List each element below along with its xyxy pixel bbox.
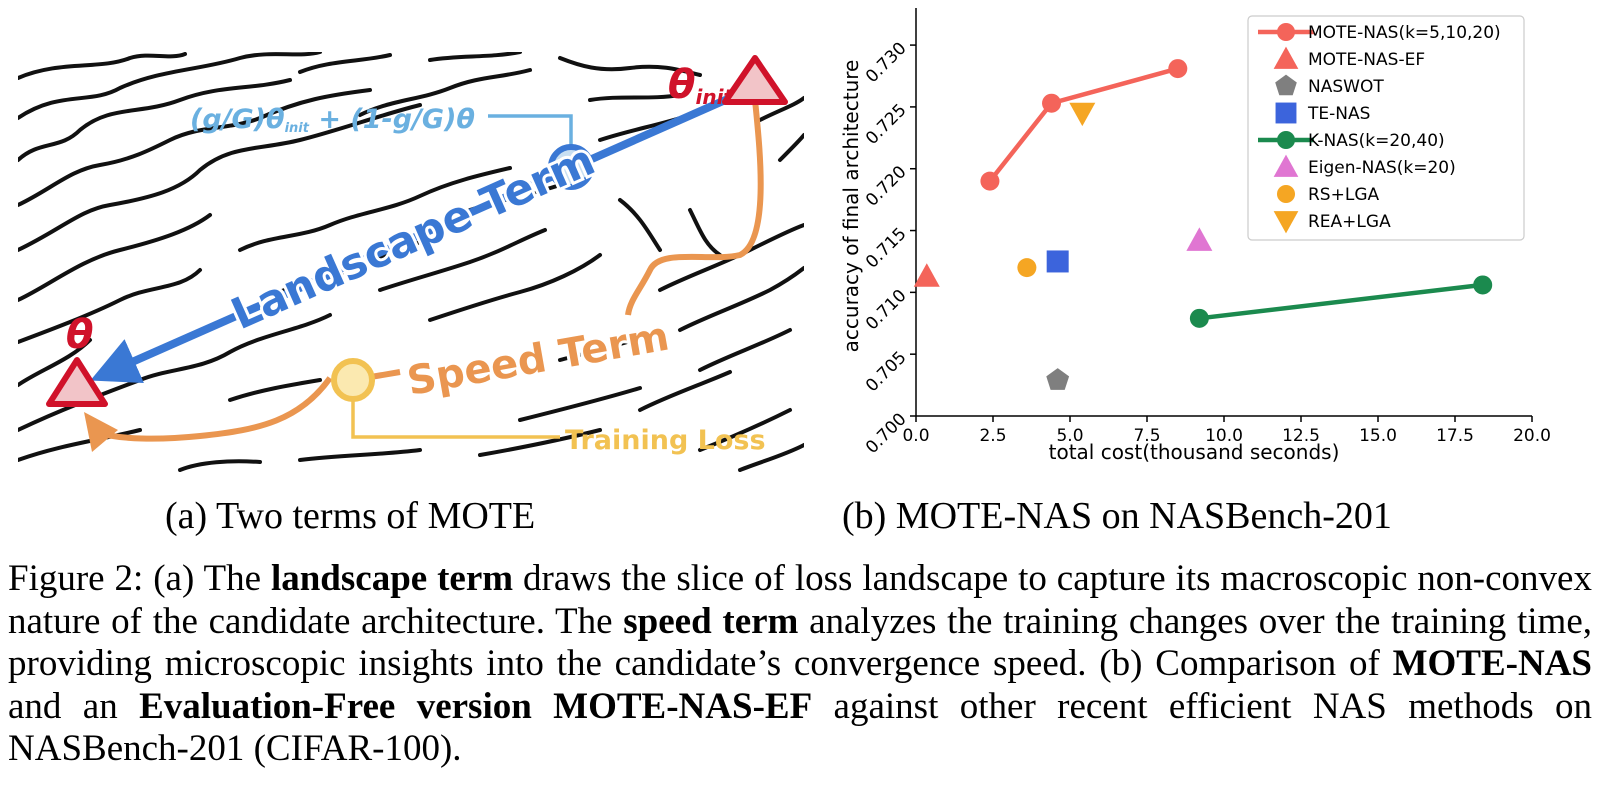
- figure-caption: Figure 2: (a) The landscape term draws t…: [8, 558, 1592, 769]
- theta-init-label: θinit: [668, 62, 734, 109]
- legend-label: MOTE-NAS-EF: [1308, 50, 1425, 70]
- x-tick-label: 12.5: [1282, 426, 1320, 446]
- training-loss-point-marker: [331, 358, 375, 402]
- data-point-k-nas-k-20-40: [1473, 275, 1493, 295]
- series-line-k-nas-k-20-40: [1199, 282, 1483, 321]
- loss-landscape-diagram: θ θinit (g/G)θinit + (1-g/G)θ Landscape …: [18, 52, 804, 472]
- legend-box: [1247, 15, 1525, 241]
- legend-label: K-NAS(k=20,40): [1308, 131, 1445, 151]
- legend-marker: [1273, 211, 1299, 234]
- x-axis-label: total cost(thousand seconds): [1049, 440, 1340, 464]
- data-point-naswot: [1046, 368, 1070, 390]
- scatter-chart: 0.0 2.5 5.0 7.5 10.0 12.5 15.0 17.5 20.00.7000.7…: [839, 8, 1551, 464]
- legend-label: TE-NAS: [1307, 104, 1370, 124]
- subcaption-a: (a) Two terms of MOTE: [165, 495, 536, 537]
- data-point-rea-lga: [1069, 102, 1096, 127]
- y-tick-label: 0.710: [862, 286, 911, 335]
- data-point-k-nas-k-20-40: [1189, 308, 1209, 328]
- legend-marker: [1275, 102, 1297, 124]
- legend-marker: [1275, 74, 1297, 96]
- data-point-eigen-nas-k-20: [1186, 227, 1213, 251]
- legend-label: RS+LGA: [1308, 185, 1379, 205]
- chart-legend: MOTE-NAS(k=5,10,20) MOTE-NAS-EF NASWOT TE-N…: [1247, 15, 1525, 241]
- x-tick-label: 20.0: [1513, 426, 1551, 446]
- legend-marker: [1276, 130, 1296, 150]
- legend-label: REA+LGA: [1308, 212, 1391, 232]
- landscape-arrow: [90, 86, 750, 384]
- panel-a-illustration: θ θinit (g/G)θinit + (1-g/G)θ Landscape …: [0, 0, 830, 500]
- y-tick-label: 0.715: [862, 224, 911, 273]
- interp-connector: [488, 114, 573, 150]
- y-axis-label: accuracy of final architecture: [839, 60, 863, 353]
- speed-path-upper: [625, 99, 764, 316]
- data-point-mote-nas-k-5-10-20: [1168, 59, 1188, 79]
- legend-marker: [1276, 184, 1296, 204]
- interp-point-marker: [548, 144, 594, 190]
- speed-path-lower: [94, 376, 333, 442]
- legend-marker: [1273, 154, 1299, 177]
- theta-init-marker: [722, 55, 788, 105]
- series-line-mote-nas-k-5-10-20: [988, 66, 1179, 183]
- data-point-rs-lga: [1017, 258, 1037, 278]
- x-tick-label: 10.0: [1205, 426, 1243, 446]
- data-point-mote-nas-k-5-10-20: [980, 171, 1000, 191]
- data-point-mote-nas-ef: [913, 263, 940, 287]
- legend-label: NASWOT: [1308, 77, 1384, 97]
- training-loss-label: Training Loss: [565, 425, 766, 456]
- interp-formula-label: (g/G)θinit + (1-g/G)θ: [190, 104, 475, 136]
- speed-arrow-head: [84, 412, 118, 452]
- x-tick-label: 17.5: [1436, 426, 1474, 446]
- y-tick-label: 0.705: [862, 348, 911, 397]
- data-point-mote-nas-k-5-10-20: [1042, 93, 1062, 113]
- theta-marker: [46, 357, 108, 407]
- data-point-te-nas: [1046, 250, 1069, 273]
- y-tick-label: 0.725: [862, 100, 911, 149]
- training-loss-connector: [351, 400, 560, 439]
- legend-label: Eigen-NAS(k=20): [1308, 158, 1456, 178]
- y-tick-label: 0.730: [862, 38, 911, 87]
- panel-b-chart: 0.0 2.5 5.0 7.5 10.0 12.5 15.0 17.5 20.0 0.700 0.7…: [830, 0, 1600, 500]
- theta-label: θ: [66, 312, 93, 358]
- chart-marks: [913, 59, 1493, 390]
- legend-marker: [1273, 46, 1299, 69]
- x-tick-label: 15.0: [1359, 426, 1397, 446]
- y-tick-label: 0.720: [862, 162, 911, 211]
- subcaption-b: (b) MOTE-NAS on NASBench-201: [842, 495, 1392, 537]
- x-tick-label: 0.0: [902, 426, 929, 446]
- x-tick-label: 5.0: [1056, 426, 1083, 446]
- legend-label: MOTE-NAS(k=5,10,20): [1308, 23, 1501, 43]
- x-tick-label: 7.5: [1133, 426, 1160, 446]
- contour-lines: [18, 52, 804, 472]
- x-tick-label: 2.5: [979, 426, 1006, 446]
- legend-marker: [1276, 22, 1296, 42]
